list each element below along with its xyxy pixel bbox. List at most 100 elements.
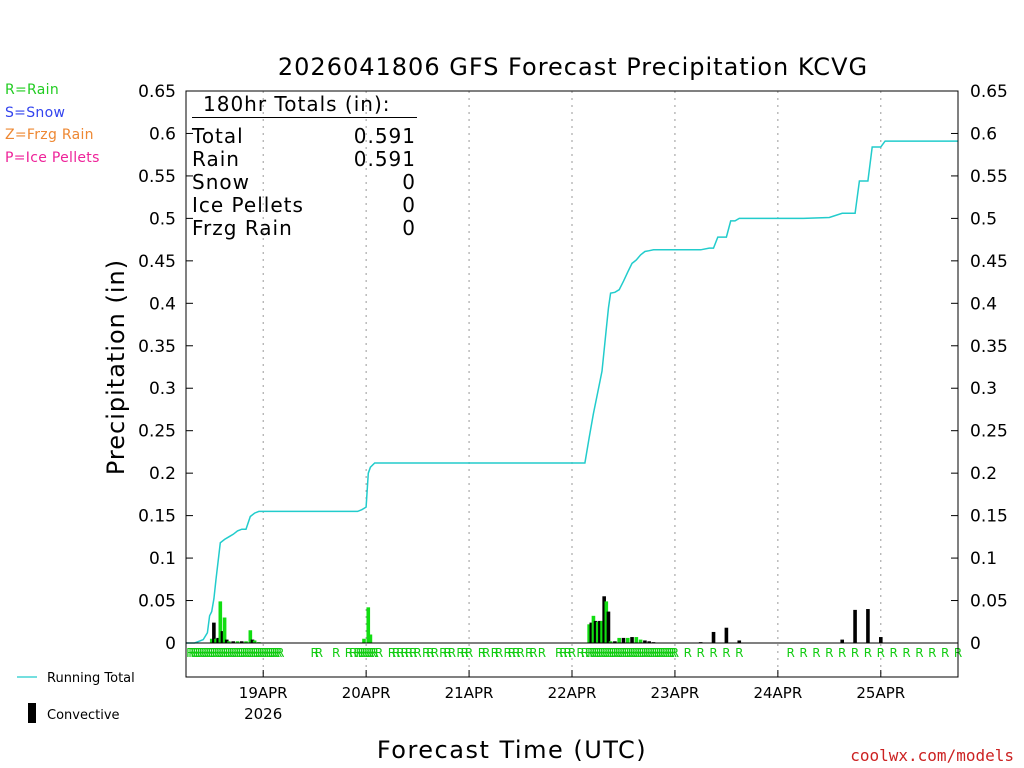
precip-type-marker: R [696,646,704,660]
precip-type-marker: R [647,646,655,660]
convective-bar [239,641,244,643]
precip-type-marker: R [529,646,537,660]
precip-type-marker: R [244,646,252,660]
precip-type-marker: R [495,646,503,660]
precip-type-marker: R [195,646,203,660]
precip-type-marker: R [630,646,638,660]
precip-bar [587,624,591,643]
y-tick-label-left: 0.2 [149,464,176,484]
precip-type-marker: R [186,646,194,660]
precip-bar [625,637,630,643]
precip-type-marker: R [276,646,284,660]
precip-type-marker: R [358,646,366,660]
precip-type-marker: R [602,646,610,660]
precip-type-marker: R [941,646,949,660]
precip-type-marker: R [201,646,209,660]
precip-type-marker: R [242,646,250,660]
totals-row-label: Snow [192,170,250,194]
totals-row-value: 0 [402,216,416,240]
precip-type-marker: R [345,646,353,660]
plot-frame [185,90,959,678]
precip-type-marker: R [664,646,672,660]
precip-type-marker: R [240,646,248,660]
precip-type-marker: R [709,646,717,660]
convective-bar [231,641,235,643]
precip-type-marker: R [422,646,430,660]
precip-type-marker: R [205,646,213,660]
precip-type-marker: R [799,646,807,660]
x-tick-sublabel: 2026 [244,705,282,723]
precip-type-marker: R [197,646,205,660]
precip-type-marker: R [482,646,490,660]
precip-type-marker: R [591,646,599,660]
precip-type-marker: R [600,646,608,660]
x-axis-label: Forecast Time (UTC) [377,736,647,764]
precip-type-marker: R [632,646,640,660]
precip-type-marker: R [503,646,511,660]
x-tick-label: 24APR [753,684,802,702]
y-tick-label-left: 0.35 [138,337,176,357]
precip-type-marker: R [609,646,617,660]
precip-type-marker: R [190,646,198,660]
precip-type-marker: R [364,646,372,660]
precip-type-marker: R [651,646,659,660]
y-tick-label-left: 0.65 [138,82,176,102]
precip-bar [222,617,227,643]
convective-bar [224,639,229,643]
precip-type-marker: R [405,646,413,660]
precip-type-marker: R [662,646,670,660]
precip-type-marker: R [238,646,246,660]
precip-type-marker: R [368,646,376,660]
precip-type-marker: R [594,646,602,660]
precip-type-marker: R [491,646,499,660]
precip-type-marker: R [229,646,237,660]
precip-type-marker: R [225,646,233,660]
precip-type-marker: R [877,646,885,660]
precip-type-marker: R [671,646,679,660]
precip-type-marker: R [443,646,451,660]
precip-bar [248,630,253,643]
precip-type-marker: R [401,646,409,660]
chart-title: 2026041806 GFS Forecast Precipitation KC… [278,53,868,81]
precip-type-marker: R [613,646,621,660]
precip-type-marker: R [656,646,664,660]
precip-bar [366,607,371,643]
precip-type-marker: R [431,646,439,660]
y-tick-label-right: 0.5 [970,209,997,229]
precip-type-marker: R [611,646,619,660]
precip-type-marker: R [208,646,216,660]
precip-type-marker: R [864,646,872,660]
precip-bar [227,641,231,643]
precip-type-marker: R [516,646,524,660]
convective-bar [711,631,716,643]
precip-type-marker: R [478,646,486,660]
precip-type-marker: R [456,646,464,660]
precip-type-marker: R [203,646,211,660]
precip-type-marker: R [461,646,469,660]
source-credit: coolwx.com/models [850,746,1014,765]
precip-type-marker: R [265,646,273,660]
legend-ice-pellets: P=Ice Pellets [5,150,100,166]
precip-type-marker: R [332,646,340,660]
y-tick-label-right: 0.15 [970,507,1008,527]
precip-bar [362,638,366,643]
precip-type-marker: R [259,646,267,660]
precip-bar [600,620,604,643]
precip-type-marker: R [684,646,692,660]
precip-type-marker: R [660,646,668,660]
convective-bar [853,609,857,643]
convective-bar [621,637,626,643]
precip-type-marker: R [257,646,265,660]
precip-type-marker: R [812,646,820,660]
y-tick-label-left: 0.6 [149,124,176,144]
precip-type-marker: R [525,646,533,660]
precip-type-marker: R [626,646,634,660]
precip-type-marker: R [193,646,201,660]
y-tick-label-left: 0.05 [138,592,176,612]
precip-type-marker: R [235,646,243,660]
precip-type-marker: R [426,646,434,660]
precip-type-marker: R [362,646,370,660]
x-tick-label: 21APR [445,684,494,702]
convective-bar [212,622,216,643]
